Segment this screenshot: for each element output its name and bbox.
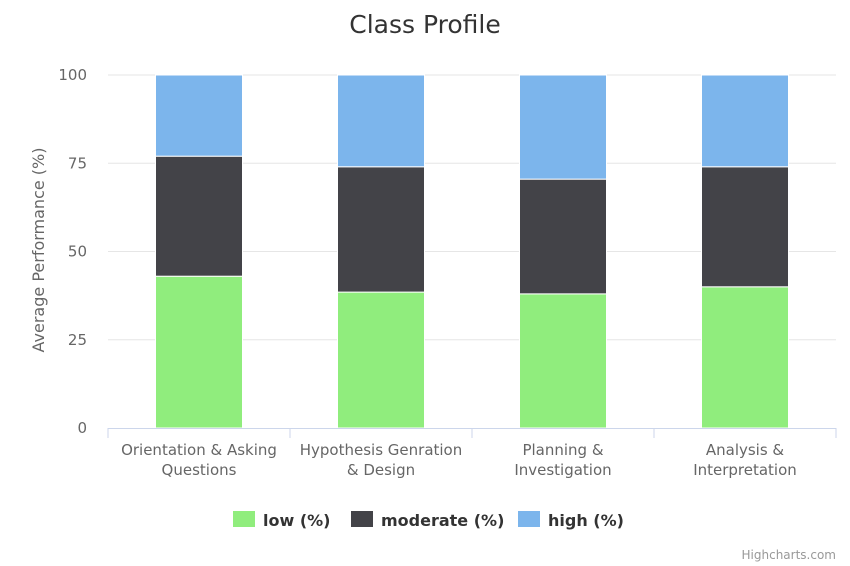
y-tick-label: 100 <box>58 66 87 84</box>
x-tick-label: & Design <box>347 461 415 479</box>
y-axis-ticks: 0 25 50 75 100 <box>58 66 87 437</box>
y-axis-title: Average Performance (%) <box>29 148 48 353</box>
credits-link[interactable]: Highcharts.com <box>742 548 836 562</box>
legend-swatch <box>518 511 540 527</box>
y-tick-label: 0 <box>77 419 87 437</box>
bar-segment[interactable] <box>519 178 607 295</box>
y-tick-label: 25 <box>68 331 87 349</box>
x-tick-label: Hypothesis Genration <box>300 441 463 459</box>
x-tick-label: Analysis & <box>706 441 785 459</box>
legend-swatch <box>233 511 255 527</box>
x-tick-label: Planning & <box>522 441 603 459</box>
bar-segment[interactable] <box>337 74 425 168</box>
y-tick-label: 50 <box>68 243 87 261</box>
x-tick-label: Questions <box>162 461 237 479</box>
bars <box>155 74 789 429</box>
bar-segment[interactable] <box>519 293 607 429</box>
legend-item[interactable]: high (%) <box>518 511 624 530</box>
legend-swatch <box>351 511 373 527</box>
x-tick-label: Investigation <box>514 461 611 479</box>
legend-label: high (%) <box>548 511 624 530</box>
bar-segment[interactable] <box>155 275 243 429</box>
bar-segment[interactable] <box>337 291 425 429</box>
chart-title: Class Profile <box>349 10 500 39</box>
bar-segment[interactable] <box>701 286 789 429</box>
legend-label: low (%) <box>263 511 330 530</box>
x-axis: Orientation & Asking Questions Hypothesis … <box>107 428 837 479</box>
bar-segment[interactable] <box>701 74 789 168</box>
legend[interactable]: low (%) moderate (%) high (%) <box>233 511 624 530</box>
x-tick-label: Orientation & Asking <box>121 441 277 459</box>
bar-segment[interactable] <box>155 74 243 157</box>
bar-segment[interactable] <box>519 74 607 180</box>
bar-segment[interactable] <box>701 166 789 288</box>
y-tick-label: 75 <box>68 154 87 172</box>
bar-segment[interactable] <box>155 155 243 277</box>
legend-item[interactable]: low (%) <box>233 511 330 530</box>
bar-segment[interactable] <box>337 166 425 293</box>
x-tick-label: Interpretation <box>693 461 797 479</box>
legend-label: moderate (%) <box>381 511 504 530</box>
legend-item[interactable]: moderate (%) <box>351 511 504 530</box>
